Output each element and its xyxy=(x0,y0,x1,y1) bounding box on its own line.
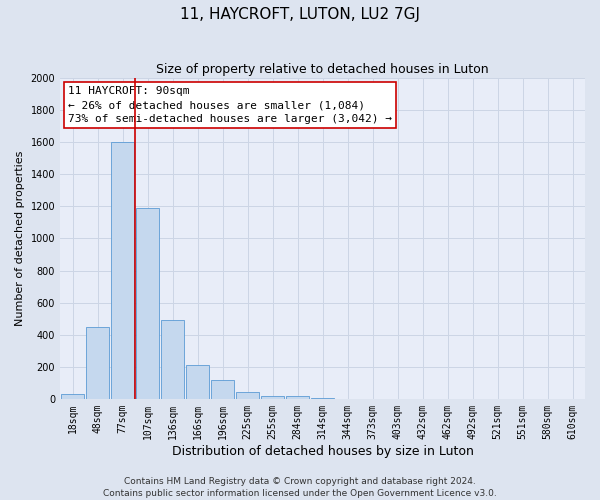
Text: 11, HAYCROFT, LUTON, LU2 7GJ: 11, HAYCROFT, LUTON, LU2 7GJ xyxy=(180,8,420,22)
Title: Size of property relative to detached houses in Luton: Size of property relative to detached ho… xyxy=(156,62,489,76)
Bar xyxy=(236,392,259,399)
Text: 11 HAYCROFT: 90sqm
← 26% of detached houses are smaller (1,084)
73% of semi-deta: 11 HAYCROFT: 90sqm ← 26% of detached hou… xyxy=(68,86,392,124)
Bar xyxy=(211,380,234,399)
Bar xyxy=(86,326,109,399)
Bar xyxy=(261,396,284,399)
Bar xyxy=(311,398,334,399)
Bar xyxy=(136,208,159,399)
Bar xyxy=(111,142,134,399)
Bar xyxy=(161,320,184,399)
Bar xyxy=(286,396,309,399)
Bar xyxy=(61,394,84,399)
Text: Contains HM Land Registry data © Crown copyright and database right 2024.
Contai: Contains HM Land Registry data © Crown c… xyxy=(103,476,497,498)
Bar xyxy=(186,365,209,399)
Y-axis label: Number of detached properties: Number of detached properties xyxy=(15,151,25,326)
X-axis label: Distribution of detached houses by size in Luton: Distribution of detached houses by size … xyxy=(172,444,473,458)
